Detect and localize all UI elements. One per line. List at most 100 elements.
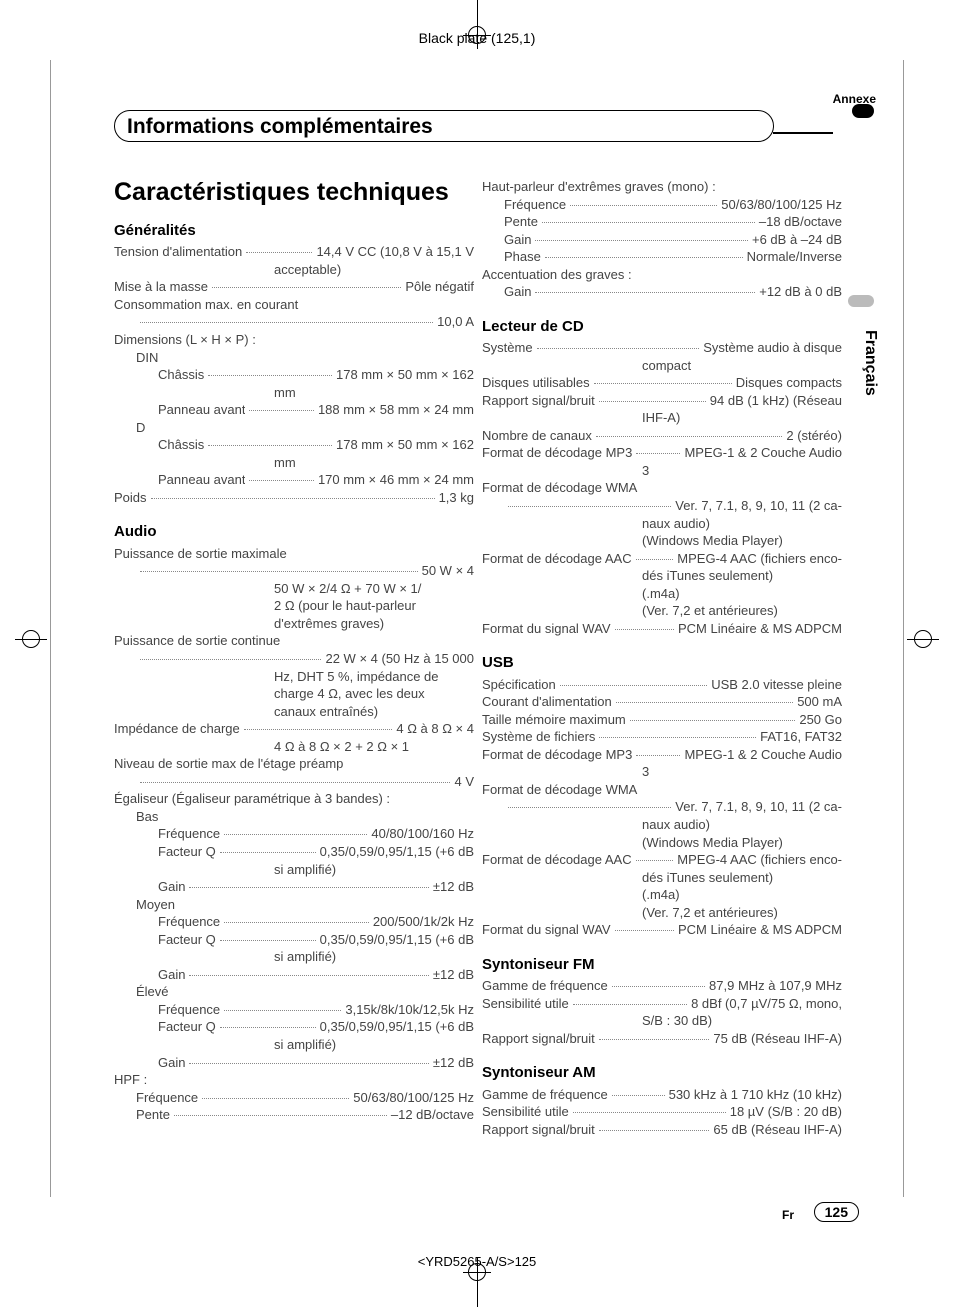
spec-continuation: si amplifié) bbox=[114, 1036, 474, 1054]
spec-value: 178 mm × 50 mm × 162 bbox=[336, 436, 474, 454]
spec-value: +6 dB à –24 dB bbox=[752, 231, 842, 249]
section-heading: Syntoniseur FM bbox=[482, 955, 842, 975]
spec-plain: Accentuation des graves : bbox=[482, 266, 842, 284]
spec-plain: Dimensions (L × H × P) : bbox=[114, 331, 474, 349]
spec-label: Panneau avant bbox=[158, 471, 245, 489]
spec-value: 3,15k/8k/10k/12,5k Hz bbox=[345, 1001, 474, 1019]
spec-value: ±12 dB bbox=[433, 878, 474, 896]
column-left: GénéralitésTension d'alimentation14,4 V … bbox=[114, 215, 474, 1124]
spec-dots bbox=[542, 213, 755, 223]
spec-value: –12 dB/octave bbox=[391, 1106, 474, 1124]
spec-dots bbox=[208, 436, 332, 446]
spec-value: Système audio à disque bbox=[703, 339, 842, 357]
spec-dots bbox=[249, 471, 313, 481]
spec-value: 0,35/0,59/0,95/1,15 (+6 dB bbox=[320, 843, 474, 861]
spec-continuation: acceptable) bbox=[114, 261, 474, 279]
spec-row: Panneau avant 170 mm × 46 mm × 24 mm bbox=[114, 471, 474, 489]
spec-value: MPEG-4 AAC (fichiers enco- bbox=[677, 851, 842, 869]
spec-plain: Puissance de sortie continue bbox=[114, 632, 474, 650]
spec-label: Système de fichiers bbox=[482, 728, 595, 746]
spec-row: SpécificationUSB 2.0 vitesse pleine bbox=[482, 676, 842, 694]
spec-value: –18 dB/octave bbox=[759, 213, 842, 231]
spec-continuation: (Ver. 7,2 et antérieures) bbox=[482, 904, 842, 922]
spec-label: Fréquence bbox=[158, 825, 220, 843]
language-marker bbox=[848, 295, 874, 307]
spec-value: 50/63/80/100/125 Hz bbox=[721, 196, 842, 214]
spec-dots bbox=[189, 878, 428, 888]
footer-language: Fr bbox=[782, 1208, 794, 1222]
column-right: Haut-parleur d'extrêmes graves (mono) :F… bbox=[482, 178, 842, 1138]
margin-guide bbox=[903, 60, 904, 1197]
spec-continuation: IHF-A) bbox=[482, 409, 842, 427]
spec-label: Gamme de fréquence bbox=[482, 977, 608, 995]
spec-row: 50 W × 4 bbox=[114, 562, 474, 580]
spec-plain: Haut-parleur d'extrêmes graves (mono) : bbox=[482, 178, 842, 196]
spec-continuation: naux audio) bbox=[482, 515, 842, 533]
spec-continuation: canaux entraînés) bbox=[114, 703, 474, 721]
crop-mark bbox=[22, 630, 40, 648]
spec-label: Facteur Q bbox=[158, 1018, 216, 1036]
spec-label: Mise à la masse bbox=[114, 278, 208, 296]
spec-label: Spécification bbox=[482, 676, 556, 694]
spec-value: 0,35/0,59/0,95/1,15 (+6 dB bbox=[320, 1018, 474, 1036]
spec-value: 2 (stéréo) bbox=[786, 427, 842, 445]
spec-row: Rapport signal/bruit75 dB (Réseau IHF-A) bbox=[482, 1030, 842, 1048]
spec-row: Ver. 7, 7.1, 8, 9, 10, 11 (2 ca- bbox=[482, 798, 842, 816]
spec-plain: Égaliseur (Égaliseur paramétrique à 3 ba… bbox=[114, 790, 474, 808]
spec-dots bbox=[599, 1121, 710, 1131]
spec-value: 200/500/1k/2k Hz bbox=[373, 913, 474, 931]
language-label: Français bbox=[861, 330, 879, 396]
spec-row: Taille mémoire maximum 250 Go bbox=[482, 711, 842, 729]
spec-value: 4 Ω à 8 Ω × 4 bbox=[396, 720, 474, 738]
spec-value: Ver. 7, 7.1, 8, 9, 10, 11 (2 ca- bbox=[675, 497, 842, 515]
spec-value: MPEG-4 AAC (fichiers enco- bbox=[677, 550, 842, 568]
spec-continuation: mm bbox=[114, 384, 474, 402]
spec-value: FAT16, FAT32 bbox=[760, 728, 842, 746]
spec-row: Disques utilisablesDisques compacts bbox=[482, 374, 842, 392]
spec-label: Fréquence bbox=[504, 196, 566, 214]
spec-label: Disques utilisables bbox=[482, 374, 590, 392]
spec-dots bbox=[224, 825, 367, 835]
spec-continuation: 3 bbox=[482, 462, 842, 480]
spec-row: Châssis178 mm × 50 mm × 162 bbox=[114, 366, 474, 384]
spec-dots bbox=[636, 550, 674, 560]
spec-continuation: si amplifié) bbox=[114, 861, 474, 879]
main-title: Caractéristiques techniques bbox=[114, 178, 449, 207]
spec-continuation: 50 W × 2/4 Ω + 70 W × 1/ bbox=[114, 580, 474, 598]
spec-continuation: d'extrêmes graves) bbox=[114, 615, 474, 633]
spec-label: Tension d'alimentation bbox=[114, 243, 242, 261]
spec-label: Fréquence bbox=[158, 1001, 220, 1019]
spec-value: 87,9 MHz à 107,9 MHz bbox=[709, 977, 842, 995]
spec-dots bbox=[140, 313, 433, 323]
spec-plain: Moyen bbox=[114, 896, 474, 914]
spec-dots bbox=[615, 620, 674, 630]
spec-dots bbox=[140, 562, 418, 572]
spec-row: Fréquence50/63/80/100/125 Hz bbox=[114, 1089, 474, 1107]
spec-continuation: compact bbox=[482, 357, 842, 375]
spec-row: 4 V bbox=[114, 773, 474, 791]
spec-row: Gain±12 dB bbox=[114, 1054, 474, 1072]
spec-dots bbox=[630, 711, 796, 721]
spec-dots bbox=[508, 798, 671, 808]
spec-label: Phase bbox=[504, 248, 541, 266]
section-heading: Audio bbox=[114, 522, 474, 542]
spec-value: 500 mA bbox=[797, 693, 842, 711]
spec-value: 188 mm × 58 mm × 24 mm bbox=[318, 401, 474, 419]
spec-dots bbox=[612, 1086, 665, 1096]
spec-value: PCM Linéaire & MS ADPCM bbox=[678, 620, 842, 638]
section-heading: Lecteur de CD bbox=[482, 317, 842, 337]
spec-continuation: 2 Ω (pour le haut-parleur bbox=[114, 597, 474, 615]
section-marker bbox=[852, 104, 874, 118]
spec-value: 170 mm × 46 mm × 24 mm bbox=[318, 471, 474, 489]
title-band-text: Informations complémentaires bbox=[127, 115, 773, 139]
spec-label: Format du signal WAV bbox=[482, 620, 611, 638]
spec-dots bbox=[224, 1001, 341, 1011]
spec-value: 250 Go bbox=[799, 711, 842, 729]
spec-label: Taille mémoire maximum bbox=[482, 711, 626, 729]
plate-header: Black plate (125,1) bbox=[0, 30, 954, 46]
spec-label: Gamme de fréquence bbox=[482, 1086, 608, 1104]
spec-dots bbox=[220, 1018, 316, 1028]
section-heading: Généralités bbox=[114, 221, 474, 241]
spec-label: Gain bbox=[504, 231, 531, 249]
spec-dots bbox=[224, 913, 369, 923]
